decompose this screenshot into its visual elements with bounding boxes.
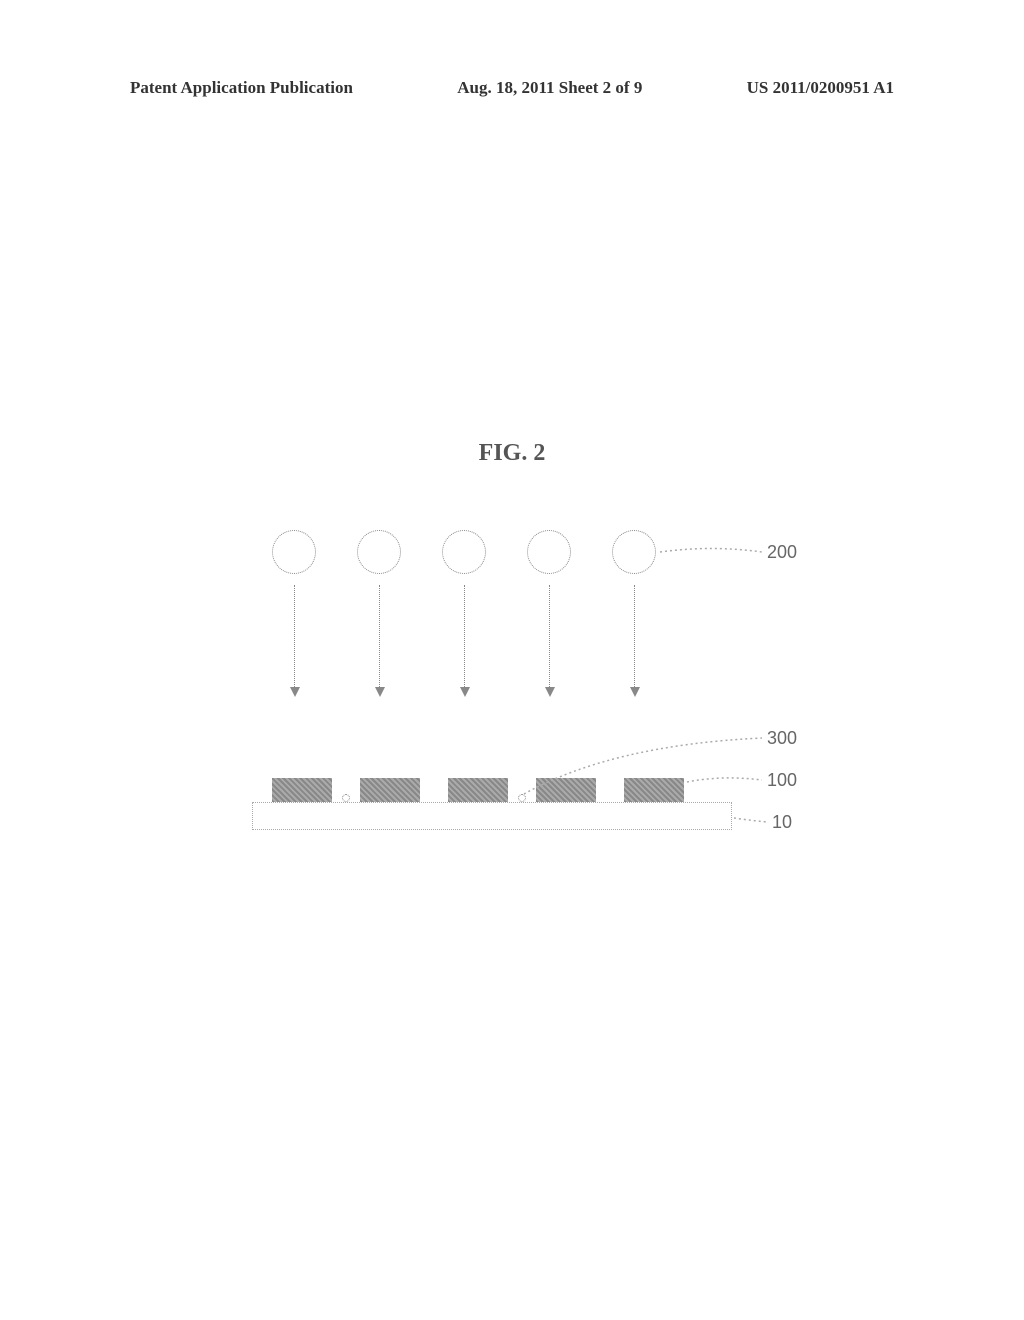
header-left: Patent Application Publication xyxy=(130,78,353,98)
label-100: 100 xyxy=(767,770,797,791)
arrow-5 xyxy=(634,585,635,695)
label-200: 200 xyxy=(767,542,797,563)
arrow-3 xyxy=(464,585,465,695)
label-10: 10 xyxy=(772,812,792,833)
block-3 xyxy=(448,778,508,802)
circle-4 xyxy=(527,530,571,574)
arrow-2 xyxy=(379,585,380,695)
block-4 xyxy=(536,778,596,802)
arrow-1 xyxy=(294,585,295,695)
substrate xyxy=(252,802,732,830)
circle-5 xyxy=(612,530,656,574)
block-2 xyxy=(360,778,420,802)
header-right: US 2011/0200951 A1 xyxy=(747,78,894,98)
small-circle-2 xyxy=(518,794,526,802)
label-300: 300 xyxy=(767,728,797,749)
circle-2 xyxy=(357,530,401,574)
figure-title: FIG. 2 xyxy=(479,440,546,467)
diagram-container: 200 300 100 10 xyxy=(212,530,812,850)
header-center: Aug. 18, 2011 Sheet 2 of 9 xyxy=(457,78,642,98)
circle-1 xyxy=(272,530,316,574)
block-5 xyxy=(624,778,684,802)
page-header: Patent Application Publication Aug. 18, … xyxy=(0,78,1024,98)
arrow-4 xyxy=(549,585,550,695)
block-1 xyxy=(272,778,332,802)
circle-3 xyxy=(442,530,486,574)
small-circle-1 xyxy=(342,794,350,802)
